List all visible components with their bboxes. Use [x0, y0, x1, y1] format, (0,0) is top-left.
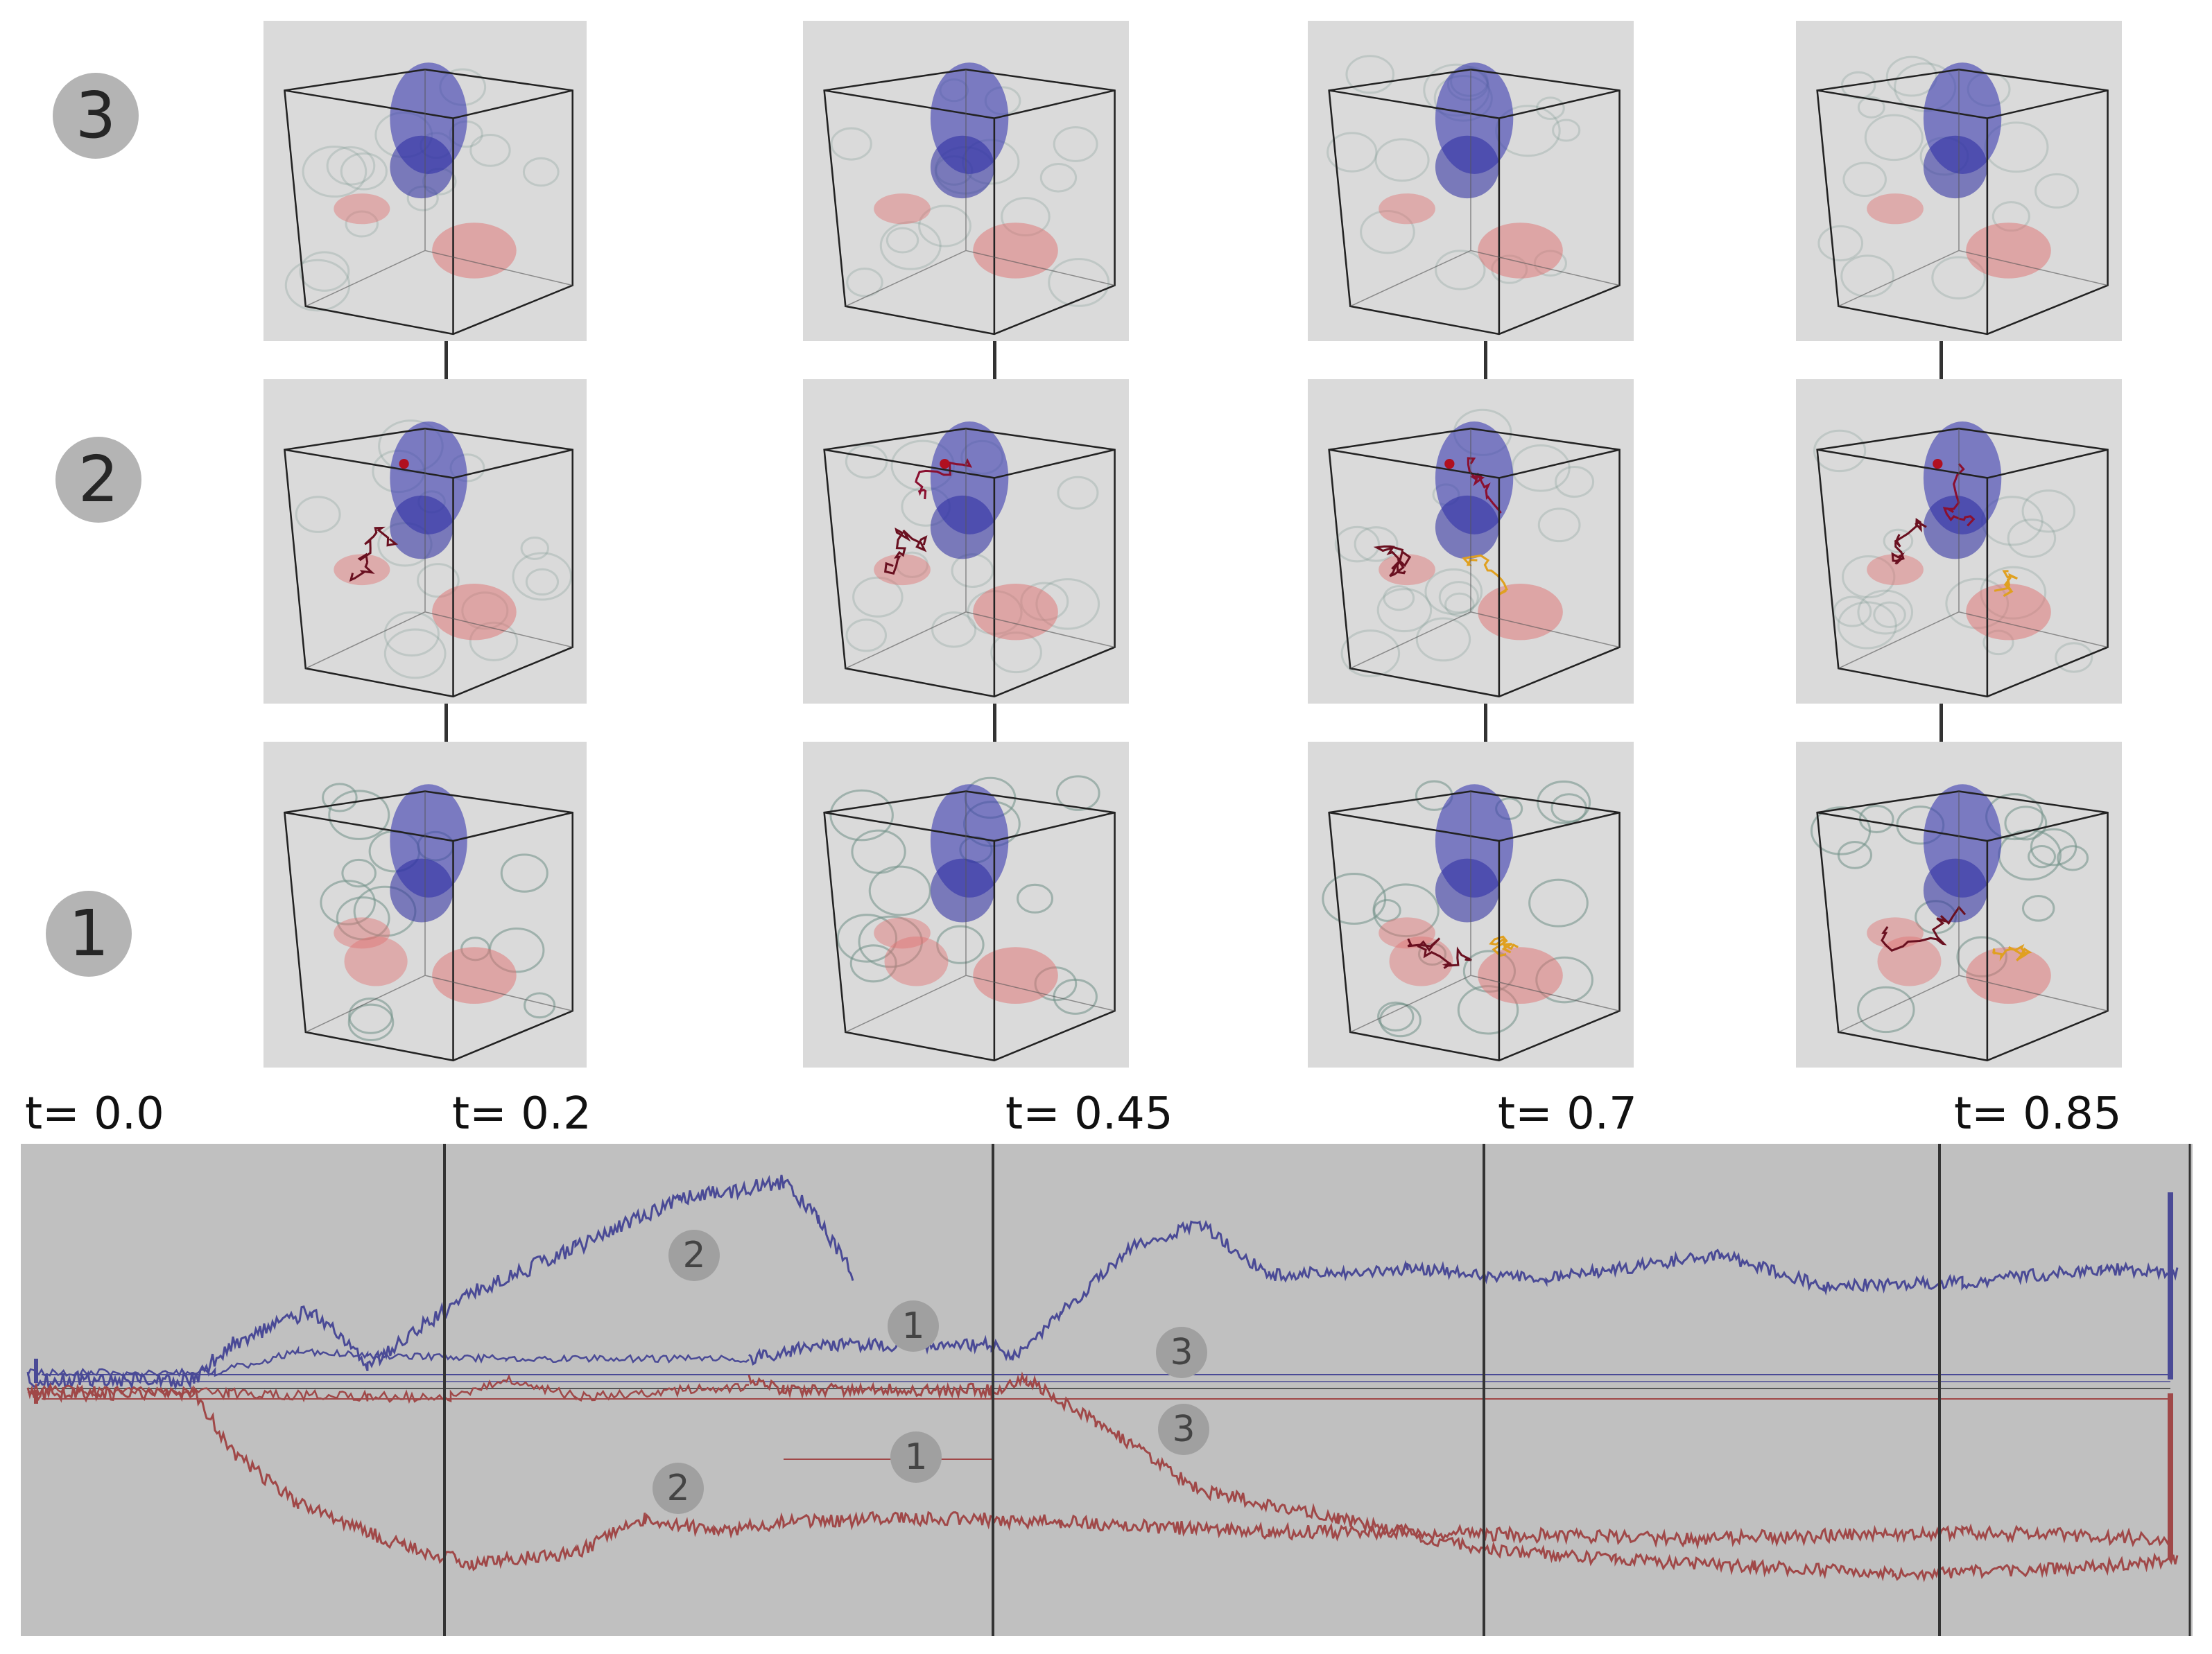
volume-tile-row2-t0 [263, 379, 587, 704]
connector-t045-a [993, 341, 996, 379]
blue-curve-2 [26, 1174, 854, 1391]
time-label-1: t= 0.2 [452, 1088, 591, 1140]
time-label-4: t= 0.85 [1954, 1088, 2122, 1140]
badge-red-2: 2 [653, 1463, 704, 1514]
volume-tile-row1-t3 [1796, 742, 2122, 1068]
connector-t02-a [444, 341, 448, 379]
connector-t07-b [1484, 704, 1487, 742]
time-label-2: t= 0.45 [1005, 1088, 1173, 1140]
red-curve-2 [26, 1382, 2172, 1572]
volume-tile-row3-t3 [1796, 21, 2122, 341]
time-label-3: t= 0.7 [1498, 1088, 1637, 1140]
badge-red-3: 3 [1158, 1404, 1209, 1455]
row-badge-1: 1 [46, 891, 132, 977]
connector-t085-b [1939, 704, 1943, 742]
volume-tile-row1-t0 [263, 742, 587, 1068]
connector-t02-b [444, 704, 448, 742]
badge-blue-1: 1 [888, 1300, 939, 1352]
badge-red-1: 1 [890, 1431, 942, 1483]
volume-tile-row3-t1 [803, 21, 1129, 341]
volume-tile-row1-t2 [1308, 742, 1634, 1068]
blue-curve-1 [748, 1219, 2179, 1366]
row-badge-3: 3 [53, 73, 139, 159]
red-curve-1 [748, 1371, 2179, 1583]
volume-tile-row1-t1 [803, 742, 1129, 1068]
row-badge-2: 2 [55, 437, 141, 523]
volume-tile-row2-t3 [1796, 379, 2122, 704]
badge-blue-3: 3 [1156, 1327, 1207, 1378]
timeline-panel: 2 1 3 3 1 2 [21, 1144, 2193, 1636]
connector-t085-a [1939, 336, 1943, 379]
volume-tile-row3-t0 [263, 21, 587, 341]
time-label-0: t= 0.0 [25, 1088, 164, 1140]
connector-t07-a [1484, 341, 1487, 379]
connector-t045-b [993, 704, 996, 742]
volume-tile-row2-t2 [1308, 379, 1634, 704]
blue-curve-3 [26, 1346, 750, 1377]
red-curve-3 [27, 1374, 749, 1404]
volume-tile-row3-t2 [1308, 21, 1634, 341]
timeline-curves [26, 1144, 2191, 1636]
badge-blue-2: 2 [668, 1230, 720, 1281]
volume-tile-row2-t1 [803, 379, 1129, 704]
